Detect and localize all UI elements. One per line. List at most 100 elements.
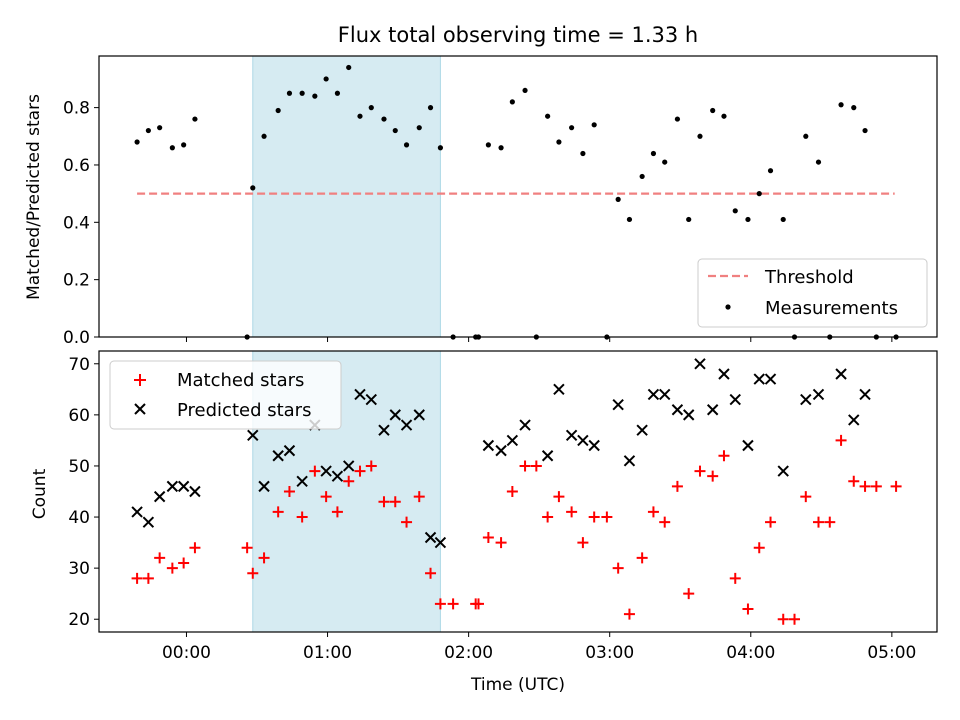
matched-star-point — [623, 608, 635, 620]
matched-star-point — [283, 486, 295, 497]
measurement-point — [509, 99, 515, 105]
predicted-star-point — [577, 434, 589, 447]
predicted-star-point — [331, 470, 344, 482]
matched-star-point — [870, 480, 882, 492]
legend-measurements-swatch — [725, 304, 731, 310]
predicted-star-point — [588, 439, 600, 452]
predicted-star-point — [189, 485, 201, 498]
count-y-tick-label: 20 — [68, 610, 90, 630]
count-x-tick-label: 00:00 — [162, 643, 211, 663]
matched-star-point — [566, 506, 578, 518]
predicted-star-point — [612, 398, 624, 411]
predicted-star-point — [859, 388, 871, 401]
measurement-point — [181, 142, 187, 148]
matched-star-point — [331, 506, 343, 518]
count-y-tick-label: 70 — [68, 355, 90, 375]
measurement-point — [286, 90, 293, 96]
matched-star-point — [272, 506, 284, 518]
legend-predicted-label: Predicted stars — [177, 400, 311, 421]
measurement-point — [323, 76, 329, 82]
measurement-point — [403, 142, 410, 148]
measurement-point — [710, 107, 716, 114]
measurement-point — [615, 196, 621, 202]
predicted-star-point — [342, 460, 355, 472]
predicted-star-point — [848, 414, 860, 426]
measurement-point — [157, 125, 163, 131]
matched-star-point — [482, 531, 494, 543]
measurement-point — [522, 87, 528, 94]
matched-star-point — [425, 567, 437, 579]
matched-star-point — [166, 562, 178, 574]
matched-star-point — [707, 470, 719, 482]
measurement-point — [427, 105, 434, 111]
predicted-star-point — [777, 465, 789, 477]
count-y-tick-label: 30 — [68, 559, 90, 579]
measurement-point — [815, 159, 822, 165]
predicted-star-point — [413, 409, 425, 421]
legend-predicted-swatch — [134, 403, 146, 415]
count-x-tick-label: 02:00 — [444, 643, 493, 663]
matched-star-point — [296, 511, 308, 523]
count-legend: Matched stars Predicted stars — [109, 360, 342, 430]
measurement-point — [145, 127, 151, 134]
predicted-star-point — [718, 368, 730, 380]
matched-star-point — [365, 460, 377, 472]
measurement-point — [674, 116, 681, 122]
measurement-point — [803, 133, 809, 139]
matched-star-point — [495, 537, 507, 549]
matched-star-point — [434, 598, 446, 610]
matched-star-point — [542, 511, 554, 523]
predicted-star-point — [320, 465, 332, 477]
matched-star-point — [729, 572, 741, 584]
measurement-point — [381, 116, 387, 122]
matched-star-point — [694, 465, 706, 477]
measurement-points-layer — [134, 64, 899, 340]
measurement-point — [556, 139, 562, 145]
count-panel: 20 30 40 50 60 70 00:00 01:00 02:00 03:00 04:00 05… — [30, 350, 938, 695]
matched-star-point — [742, 603, 754, 615]
ratio-axes-frame — [98, 55, 938, 338]
measurement-point — [686, 216, 692, 223]
measurement-point — [639, 173, 645, 180]
measurement-point — [134, 139, 140, 145]
matched-star-point — [659, 516, 671, 528]
matched-star-point — [530, 460, 542, 472]
predicted-star-point — [272, 450, 284, 462]
count-y-tick-label: 40 — [68, 508, 90, 528]
chart-title: Flux total observing time = 1.33 h — [338, 23, 698, 47]
predicted-star-point — [812, 388, 825, 401]
matched-star-point — [354, 465, 366, 477]
count-y-ticks: 20 30 40 50 60 70 — [68, 355, 99, 630]
predicted-star-point — [835, 368, 847, 380]
matched-points-layer — [131, 434, 902, 625]
count-x-tick-label: 05:00 — [867, 643, 916, 663]
matched-star-point — [506, 486, 518, 497]
predicted-star-point — [753, 373, 765, 385]
matched-star-point — [131, 572, 143, 584]
measurement-point — [334, 90, 341, 96]
legend-matched-label: Matched stars — [177, 370, 304, 391]
legend-measurements-label: Measurements — [765, 298, 898, 319]
matched-star-point — [154, 552, 166, 564]
predicted-star-point — [389, 409, 401, 421]
predicted-star-point — [519, 419, 531, 431]
matched-star-point — [309, 465, 321, 477]
predicted-star-point — [283, 444, 296, 457]
predicted-star-point — [729, 393, 741, 406]
predicted-star-point — [354, 388, 366, 401]
matched-star-point — [789, 613, 801, 625]
ratio-panel: 0.00.20.40.60.8 Matched/Predicted stars … — [24, 55, 938, 348]
measurement-point — [275, 107, 281, 114]
matched-star-point — [601, 511, 613, 523]
measurement-point — [545, 113, 551, 119]
matched-star-point — [189, 542, 201, 554]
count-x-tick-label: 03:00 — [585, 643, 634, 663]
predicted-star-point — [706, 404, 719, 416]
measurement-point — [569, 125, 575, 131]
measurement-point — [357, 113, 363, 119]
matched-star-point — [636, 552, 648, 564]
predicted-star-point — [694, 358, 706, 370]
matched-star-point — [413, 491, 425, 503]
count-x-ticks: 00:00 01:00 02:00 03:00 04:00 05:00 — [162, 632, 916, 663]
